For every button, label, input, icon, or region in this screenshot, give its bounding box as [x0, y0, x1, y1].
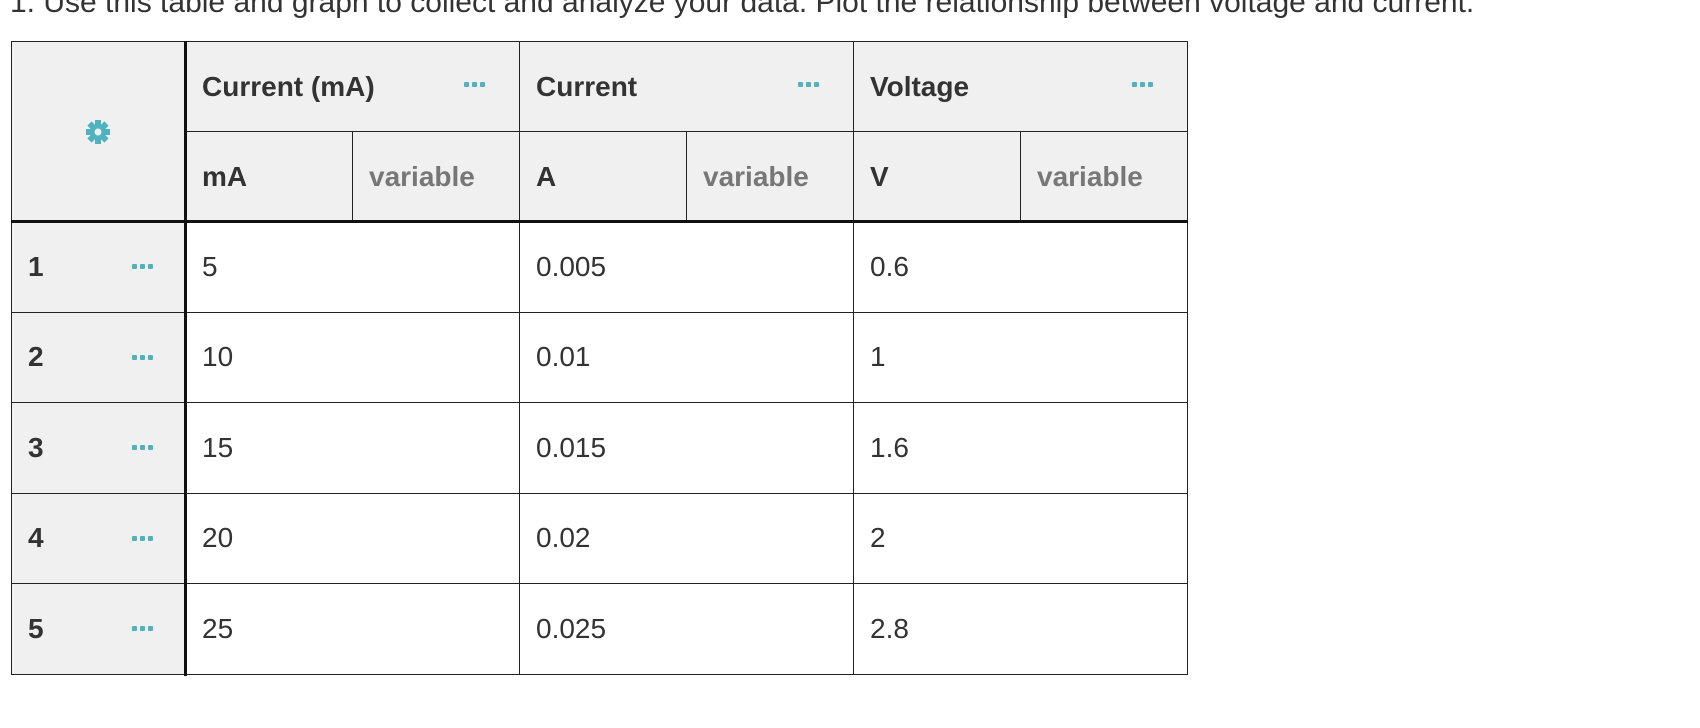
data-cell-text: 0.01 [536, 341, 591, 373]
dot [148, 626, 153, 631]
data-cell-text: 0.025 [536, 612, 607, 644]
unit-cell: mA [185, 131, 353, 222]
menu-dots[interactable] [1132, 82, 1153, 87]
data-cell: 0.005 [519, 221, 854, 313]
menu-dots[interactable] [132, 354, 153, 360]
column-header-text: Voltage [870, 70, 970, 102]
data-cell-text: 25 [202, 612, 234, 644]
kind-cell-text: variable [369, 160, 475, 192]
data-cell-text: 15 [202, 431, 234, 463]
row-label: 1 [11, 221, 186, 313]
dot [1132, 82, 1137, 87]
dot [140, 445, 145, 450]
kind-cell-text: variable [1037, 160, 1143, 192]
row-label-text: 2 [28, 341, 44, 373]
column-header-text: Current (mA) [202, 70, 375, 102]
unit-cell: A [519, 131, 687, 222]
row-label: 5 [11, 583, 186, 675]
row-label: 4 [11, 492, 186, 584]
data-cell-text: 2.8 [870, 612, 909, 644]
row-label: 2 [11, 311, 186, 403]
dot [1148, 82, 1153, 87]
unit-cell-text: A [536, 160, 557, 192]
dot [806, 82, 811, 87]
column-header-text: Current [536, 70, 638, 102]
settings-cell [11, 41, 185, 222]
dot [148, 354, 153, 360]
data-cell-text: 0.6 [870, 250, 909, 282]
dot [140, 535, 145, 541]
dot [140, 626, 145, 631]
data-cell-text: 1 [870, 341, 886, 373]
dot [148, 445, 153, 450]
instruction: 1. Use this table and graph to collect a… [10, 0, 1475, 19]
dot [132, 626, 137, 631]
data-cell-text: 1.6 [870, 431, 909, 463]
kind-cell-text: variable [703, 160, 809, 192]
unit-cell-text: V [870, 160, 889, 192]
row-label-text: 3 [28, 431, 44, 463]
dot [814, 82, 819, 87]
dot [132, 264, 137, 269]
dot [148, 535, 153, 541]
menu-dots[interactable] [132, 626, 153, 631]
column-header: Voltage [853, 41, 1188, 132]
menu-dots[interactable] [464, 82, 485, 87]
data-cell: 0.01 [519, 311, 854, 403]
divider [184, 41, 187, 676]
data-cell-text: 10 [202, 341, 234, 373]
dot [140, 264, 145, 269]
gear-icon[interactable] [85, 119, 111, 145]
data-cell-text: 0.005 [536, 250, 607, 282]
dot [148, 264, 153, 269]
menu-dots[interactable] [798, 82, 819, 87]
row-label: 3 [11, 402, 186, 494]
data-cell: 0.6 [853, 221, 1188, 313]
divider [11, 220, 1188, 223]
kind-cell: variable [686, 131, 854, 222]
menu-dots[interactable] [132, 535, 153, 541]
dot [472, 82, 477, 87]
data-cell-text: 5 [202, 250, 218, 282]
kind-cell: variable [1020, 131, 1188, 222]
data-cell: 0.015 [519, 402, 854, 494]
dot [464, 82, 469, 87]
row-label-text: 5 [28, 612, 44, 644]
data-cell: 5 [185, 221, 520, 313]
data-cell: 2.8 [853, 583, 1188, 675]
data-cell: 20 [185, 492, 520, 584]
row-label-text: 4 [28, 522, 44, 554]
unit-cell-text: mA [202, 160, 248, 192]
row-label-text: 1 [28, 250, 44, 282]
data-cell-text: 0.02 [536, 522, 591, 554]
data-cell-text: 2 [870, 522, 886, 554]
data-cell-text: 20 [202, 522, 234, 554]
data-cell: 0.025 [519, 583, 854, 675]
data-cell: 1 [853, 311, 1188, 403]
dot [798, 82, 803, 87]
dot [140, 354, 145, 360]
dot [132, 354, 137, 360]
column-header: Current (mA) [185, 41, 520, 132]
data-cell: 10 [185, 311, 520, 403]
data-cell: 0.02 [519, 492, 854, 584]
dot [480, 82, 485, 87]
dot [132, 445, 137, 450]
data-cell: 25 [185, 583, 520, 675]
data-cell: 2 [853, 492, 1188, 584]
dot [1140, 82, 1145, 87]
dot [132, 535, 137, 541]
data-cell: 1.6 [853, 402, 1188, 494]
menu-dots[interactable] [132, 264, 153, 269]
unit-cell: V [853, 131, 1021, 222]
data-cell: 15 [185, 402, 520, 494]
kind-cell: variable [352, 131, 520, 222]
column-header: Current [519, 41, 854, 132]
data-cell-text: 0.015 [536, 431, 607, 463]
menu-dots[interactable] [132, 445, 153, 450]
